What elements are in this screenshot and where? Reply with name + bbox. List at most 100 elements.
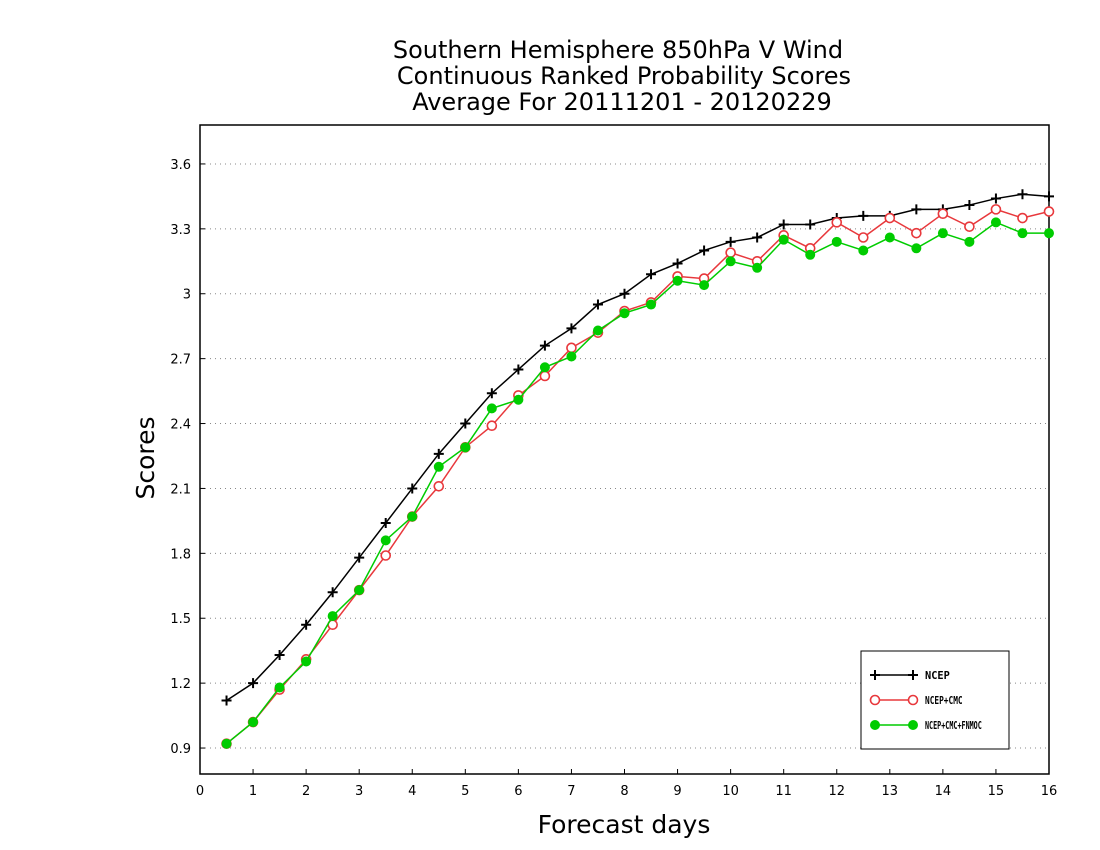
data-point bbox=[221, 695, 232, 706]
data-point bbox=[566, 342, 577, 354]
data-point bbox=[274, 682, 285, 693]
x-tick-label: 6 bbox=[514, 784, 522, 799]
y-tick-label: 3 bbox=[183, 288, 191, 303]
x-tick-label: 7 bbox=[567, 784, 575, 799]
x-axis-label: Forecast days bbox=[538, 810, 711, 839]
data-point bbox=[778, 219, 789, 230]
data-point bbox=[1044, 228, 1054, 239]
x-tick-label: 1 bbox=[249, 784, 257, 799]
x-tick-label: 15 bbox=[988, 784, 1005, 799]
data-point bbox=[805, 249, 816, 260]
data-point bbox=[752, 262, 763, 273]
data-point bbox=[407, 483, 418, 494]
data-point bbox=[831, 236, 842, 247]
data-point bbox=[884, 212, 896, 224]
data-point bbox=[869, 694, 881, 706]
data-point bbox=[327, 611, 338, 622]
data-point bbox=[433, 461, 444, 472]
data-point bbox=[327, 587, 338, 598]
x-tick-label: 3 bbox=[355, 784, 363, 799]
series-ncep-cmc-fnmoc bbox=[221, 217, 1054, 749]
data-point bbox=[354, 585, 365, 596]
x-tick-label: 5 bbox=[461, 784, 469, 799]
data-point bbox=[911, 204, 922, 215]
data-point bbox=[725, 247, 736, 258]
y-tick-label: 2.1 bbox=[170, 482, 191, 497]
y-axis: 0.9 1.2 1.5 1.8 2.1 2.4 2.7 3 3.3 3.6 bbox=[170, 158, 205, 757]
data-point bbox=[566, 323, 577, 334]
x-tick-label: 14 bbox=[935, 784, 952, 799]
data-point bbox=[486, 403, 497, 414]
data-series bbox=[221, 189, 1055, 750]
data-point bbox=[1017, 189, 1028, 200]
x-tick-label: 0 bbox=[196, 784, 204, 799]
data-point bbox=[937, 208, 949, 219]
data-point bbox=[539, 370, 551, 382]
data-point bbox=[908, 670, 918, 680]
series-ncep bbox=[221, 189, 1054, 706]
data-point bbox=[1043, 206, 1055, 217]
data-point bbox=[857, 232, 869, 243]
data-point bbox=[539, 362, 550, 373]
x-tick-label: 11 bbox=[775, 784, 792, 799]
x-tick-label: 4 bbox=[408, 784, 416, 799]
data-point bbox=[407, 511, 418, 522]
y-tick-label: 0.9 bbox=[170, 742, 191, 757]
y-axis-label: Scores bbox=[131, 416, 160, 499]
data-point bbox=[672, 258, 683, 269]
data-point bbox=[1017, 228, 1028, 239]
data-point bbox=[858, 245, 869, 256]
data-point bbox=[486, 420, 498, 432]
data-point bbox=[248, 678, 259, 689]
data-point bbox=[911, 227, 922, 239]
data-point bbox=[778, 234, 789, 245]
y-tick-label: 1.8 bbox=[170, 547, 191, 562]
data-point bbox=[964, 200, 975, 211]
data-point bbox=[907, 694, 919, 706]
data-point bbox=[911, 243, 922, 254]
x-tick-label: 16 bbox=[1041, 784, 1058, 799]
data-point bbox=[699, 280, 710, 291]
x-tick-label: 9 bbox=[673, 784, 681, 799]
y-tick-label: 1.5 bbox=[170, 612, 191, 627]
data-point bbox=[937, 228, 948, 239]
data-point bbox=[301, 656, 312, 667]
data-point bbox=[248, 717, 259, 728]
data-point bbox=[433, 480, 445, 492]
title-line-1: Southern Hemisphere 850hPa V Wind bbox=[393, 36, 843, 64]
data-point bbox=[964, 221, 975, 232]
data-point bbox=[433, 448, 444, 459]
y-tick-label: 2.7 bbox=[170, 353, 191, 368]
data-point bbox=[1044, 191, 1054, 202]
data-point bbox=[884, 232, 895, 243]
data-point bbox=[221, 738, 232, 749]
data-point bbox=[805, 219, 816, 230]
data-point bbox=[301, 619, 312, 630]
chart-title: Southern Hemisphere 850hPa V Wind Contin… bbox=[393, 36, 851, 116]
data-point bbox=[274, 650, 285, 661]
data-point bbox=[990, 217, 1001, 228]
data-point bbox=[870, 720, 880, 730]
data-point bbox=[725, 236, 736, 247]
data-point bbox=[592, 325, 603, 336]
data-point bbox=[566, 351, 577, 362]
data-point bbox=[486, 388, 497, 399]
title-line-2: Continuous Ranked Probability Scores bbox=[397, 62, 851, 90]
x-tick-label: 8 bbox=[620, 784, 628, 799]
data-point bbox=[908, 720, 918, 730]
data-point bbox=[619, 308, 630, 319]
legend-label: NCEP+CMC bbox=[925, 694, 963, 707]
y-tick-label: 3.3 bbox=[170, 223, 191, 238]
data-point bbox=[513, 394, 524, 405]
x-tick-label: 12 bbox=[828, 784, 845, 799]
data-point bbox=[1017, 212, 1028, 224]
data-point bbox=[870, 670, 880, 680]
data-point bbox=[619, 288, 630, 299]
legend-label: NCEP+CMC+FNMOC bbox=[925, 719, 982, 732]
data-point bbox=[380, 550, 392, 561]
data-point bbox=[858, 210, 869, 221]
y-tick-label: 3.6 bbox=[170, 158, 191, 173]
x-tick-label: 2 bbox=[302, 784, 310, 799]
x-tick-label: 10 bbox=[722, 784, 739, 799]
